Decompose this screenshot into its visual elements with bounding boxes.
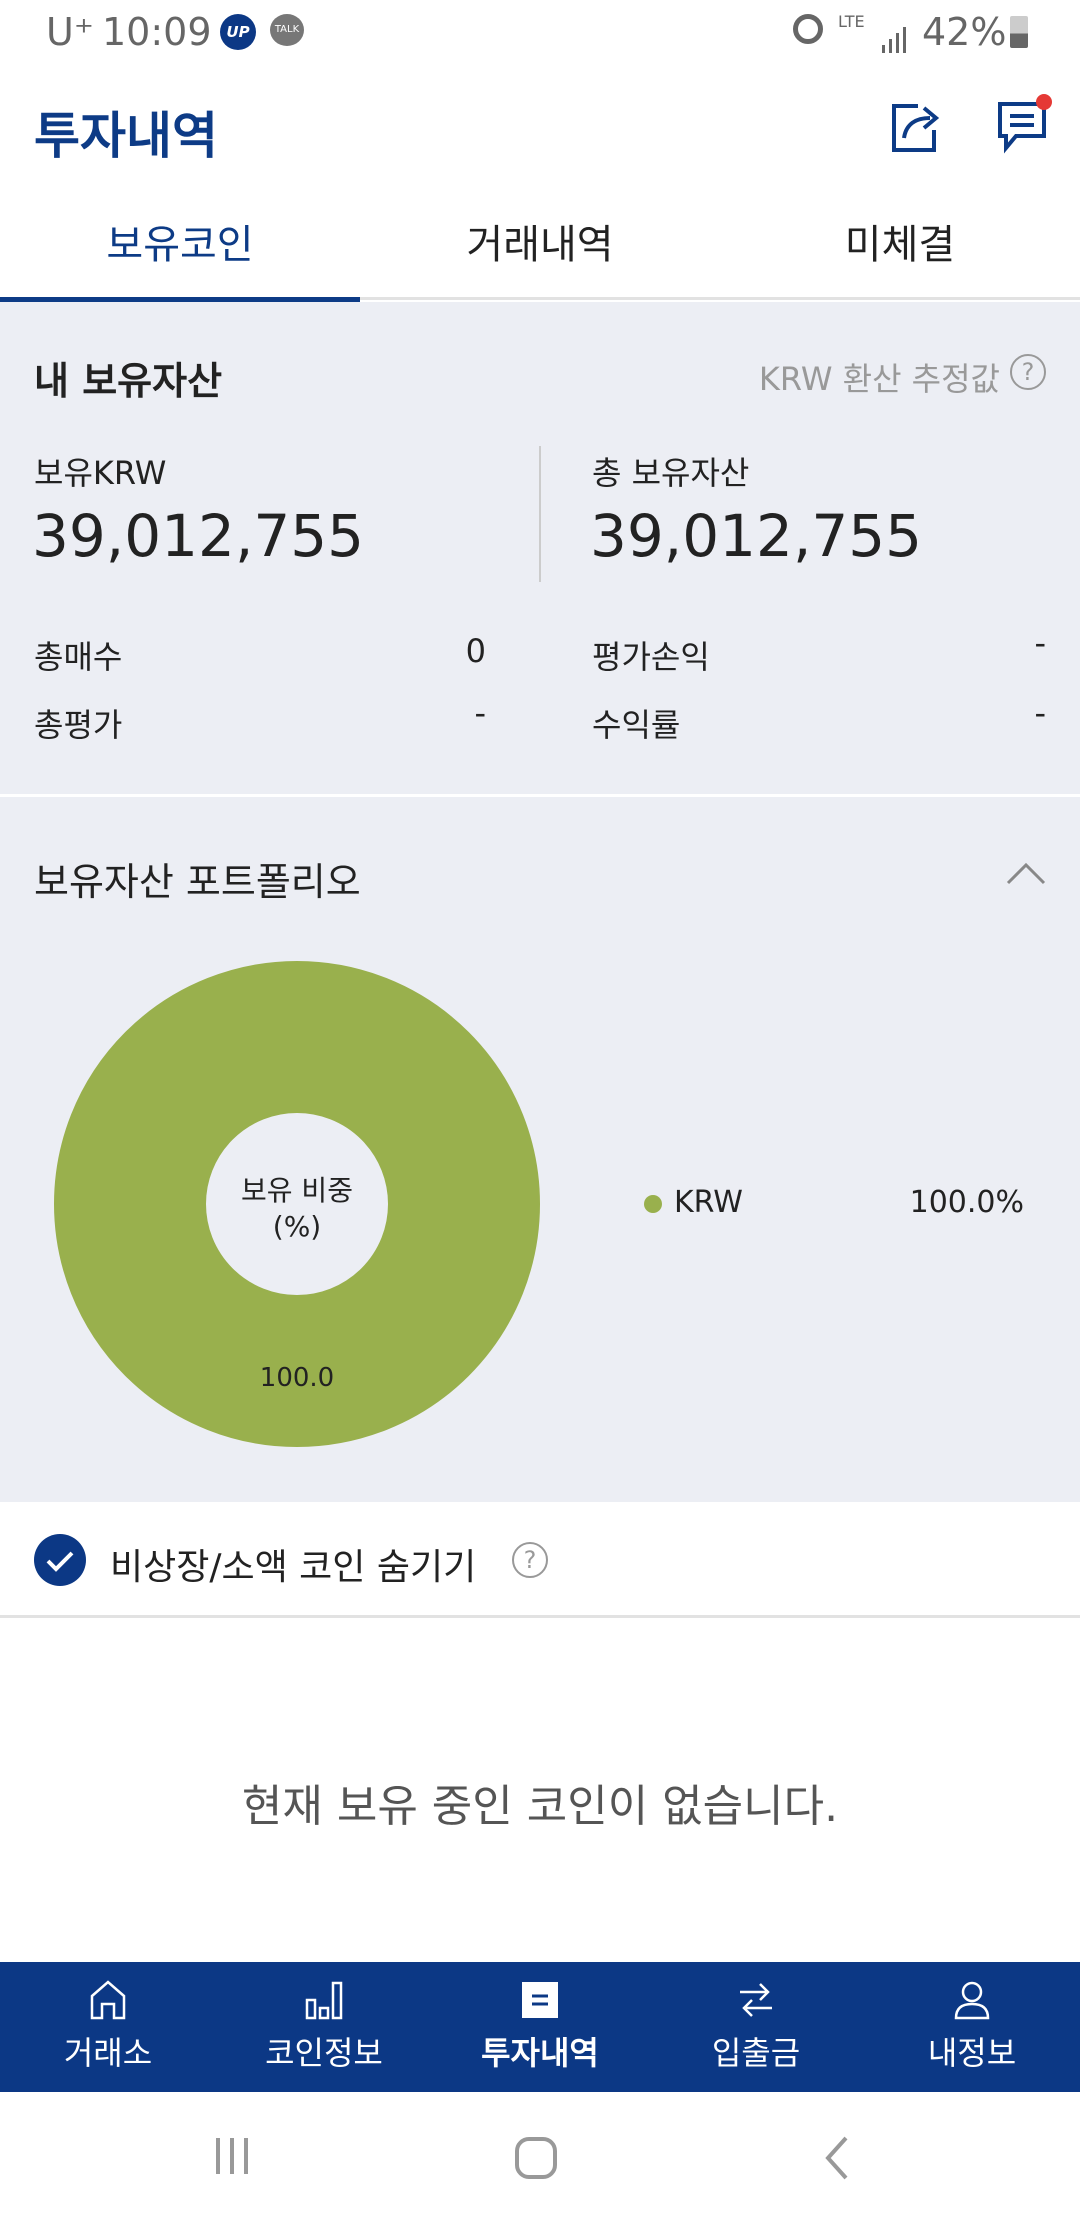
donut-slice-krw (54, 961, 540, 1447)
portfolio-title: 보유자산 포트폴리오 (34, 860, 361, 904)
empty-message: 현재 보유 중인 코인이 없습니다. (241, 1781, 839, 1832)
chevron-up-icon[interactable] (1006, 859, 1046, 889)
up-app-icon: UP (220, 14, 256, 50)
battery-percent: 42% (922, 10, 1007, 54)
total-assets-value: 39,012,755 (590, 502, 923, 570)
total-buy-label: 총매수 (34, 638, 123, 676)
notification-dot (1036, 94, 1052, 110)
document-icon (522, 1982, 558, 2018)
asset-summary: 내 보유자산 KRW 환산 추정값 ? 보유KRW 39,012,755 총 보… (0, 302, 1080, 794)
signal-icon (882, 18, 908, 53)
pnl-label: 평가손익 (592, 638, 710, 676)
krw-value: 39,012,755 (32, 502, 365, 570)
share-icon[interactable] (888, 98, 944, 154)
alarm-icon (793, 14, 823, 44)
legend-value: 100.0% (909, 1185, 1024, 1220)
nav-investments[interactable]: 투자내역 (432, 1962, 648, 2092)
talk-app-icon: TALK (270, 14, 304, 46)
donut-center-label-1: 보유 비중 (241, 1174, 353, 1207)
bottom-nav: 거래소 코인정보 투자내역 입출금 내정보 (0, 1962, 1080, 2092)
home-button-icon[interactable] (514, 2136, 558, 2180)
carrier: U⁺ (46, 10, 94, 54)
tab-pending[interactable]: 미체결 (844, 222, 956, 268)
back-icon[interactable] (822, 2136, 852, 2180)
donut-center-label-2: (%) (272, 1210, 322, 1243)
total-buy-value: 0 (465, 632, 486, 670)
clock: 10:09 (102, 10, 212, 54)
hide-small-coins-checkbox[interactable] (34, 1534, 86, 1586)
status-bar: U⁺ 10:09 UP TALK LTE 42% (0, 0, 1080, 66)
transfer-icon (740, 1983, 772, 2017)
data-label: 100.0 (259, 1363, 335, 1393)
tab-bar: 보유코인 거래내역 미체결 (0, 200, 1080, 302)
recent-apps-icon[interactable] (212, 2136, 252, 2176)
divider (539, 446, 541, 582)
help-icon[interactable]: ? (512, 1542, 548, 1578)
nav-label: 투자내역 (481, 2034, 599, 2072)
total-assets-label: 총 보유자산 (592, 454, 750, 492)
nav-deposit-withdraw[interactable]: 입출금 (648, 1962, 864, 2092)
pnl-value: - (1034, 624, 1046, 662)
summary-title: 내 보유자산 (34, 359, 223, 403)
return-rate-value: - (1034, 694, 1046, 732)
hide-small-coins-label[interactable]: 비상장/소액 코인 숨기기 (110, 1547, 477, 1588)
nav-label: 거래소 (63, 2034, 153, 2072)
tab-holdings[interactable]: 보유코인 (0, 200, 360, 302)
krw-label: 보유KRW (34, 454, 167, 492)
help-icon[interactable]: ? (1010, 354, 1046, 390)
network-type: LTE (838, 12, 865, 31)
nav-exchange[interactable]: 거래소 (0, 1962, 216, 2092)
message-icon[interactable] (996, 94, 1052, 156)
return-rate-label: 수익률 (592, 706, 681, 744)
nav-label: 입출금 (711, 2034, 801, 2072)
portfolio-section: 보유자산 포트폴리오 보유 비중 (%) 100.0 KRW 100.0% (0, 797, 1080, 1502)
donut-center-label: 보유 비중 (%) (197, 1173, 397, 1245)
home-icon (90, 1980, 126, 2020)
donut-chart (54, 961, 540, 1447)
nav-label: 코인정보 (265, 2034, 383, 2072)
filter-row: 비상장/소액 코인 숨기기 ? (0, 1502, 1080, 1618)
nav-my-info[interactable]: 내정보 (864, 1962, 1080, 2092)
bar-chart-icon (305, 1981, 343, 2020)
krw-estimate-hint: KRW 환산 추정값 (758, 360, 1000, 398)
nav-coin-info[interactable]: 코인정보 (216, 1962, 432, 2092)
system-nav-bar (0, 2092, 1080, 2220)
total-eval-label: 총평가 (34, 706, 123, 744)
battery-icon (1010, 16, 1028, 48)
legend-swatch (644, 1195, 662, 1213)
legend-label: KRW (674, 1185, 743, 1220)
total-eval-value: - (474, 694, 486, 732)
page-title: 투자내역 (34, 107, 218, 165)
tab-history[interactable]: 거래내역 (466, 222, 614, 268)
user-icon (954, 1981, 990, 2020)
nav-label: 내정보 (927, 2034, 1017, 2072)
